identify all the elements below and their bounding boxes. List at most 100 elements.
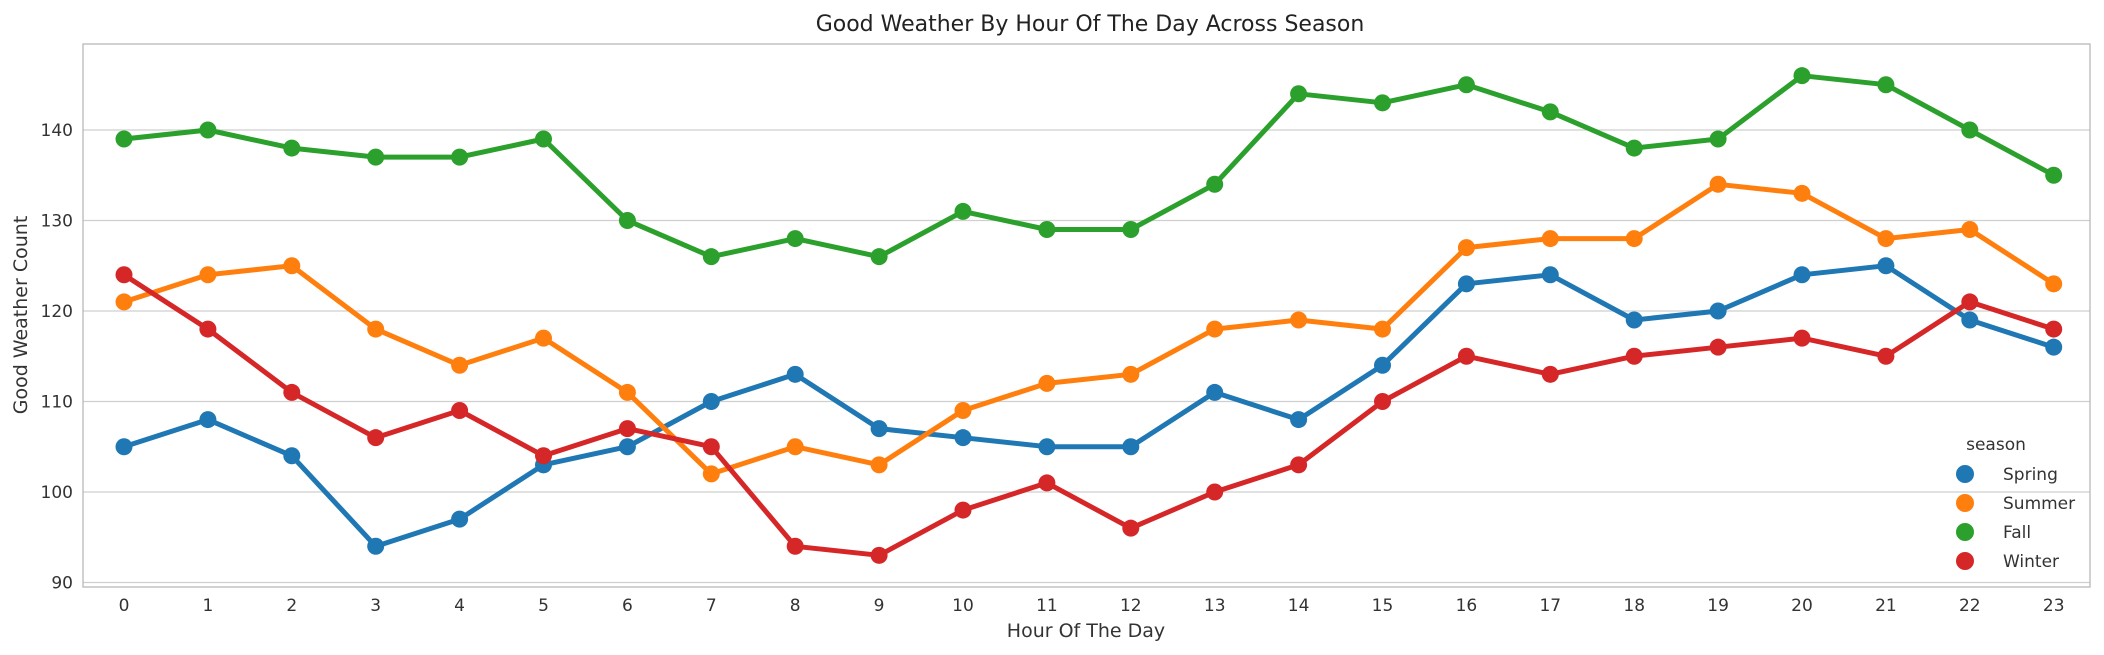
- legend-title: season: [1966, 435, 2026, 455]
- data-point-winter: [1625, 347, 1643, 365]
- y-tick-label: 110: [41, 392, 73, 412]
- data-point-fall: [1457, 76, 1475, 94]
- data-point-spring: [870, 420, 888, 438]
- data-point-spring: [451, 510, 469, 528]
- x-tick-labels: 0 1 2 3 4 5 6 7 8 9 10 11 12 13 14 15 16 17 18 19 20 21 22 23: [119, 596, 2065, 616]
- data-point-spring: [1625, 311, 1643, 329]
- data-point-summer: [870, 456, 888, 474]
- data-point-fall: [1877, 76, 1895, 94]
- data-point-summer: [1457, 239, 1475, 257]
- data-point-winter: [1877, 347, 1895, 365]
- data-point-summer: [283, 257, 301, 275]
- data-point-summer: [115, 293, 133, 311]
- data-point-fall: [702, 248, 720, 266]
- x-tick-label: 4: [454, 596, 465, 616]
- data-point-winter: [786, 537, 804, 555]
- data-point-summer: [367, 320, 385, 338]
- data-point-winter: [954, 501, 972, 519]
- data-point-spring: [702, 392, 720, 410]
- data-point-winter: [535, 447, 552, 465]
- data-point-summer: [1793, 184, 1811, 202]
- data-point-winter: [283, 383, 301, 401]
- data-point-winter: [1541, 365, 1559, 383]
- legend: season Spring Summer Fall Winter: [1956, 435, 2075, 572]
- x-tick-label: 17: [1539, 596, 1561, 616]
- series-line-winter: [121, 272, 2057, 558]
- data-point-winter: [451, 402, 469, 420]
- data-point-winter: [1122, 519, 1140, 537]
- data-point-summer: [199, 266, 217, 284]
- legend-marker-summer: [1956, 494, 1974, 512]
- data-point-fall: [535, 130, 552, 148]
- x-axis-label: Hour Of The Day: [1007, 620, 1165, 642]
- series-line-fall: [121, 73, 2057, 260]
- y-tick-label: 140: [41, 121, 73, 141]
- x-tick-label: 20: [1791, 596, 1813, 616]
- data-point-fall: [451, 148, 469, 166]
- data-point-spring: [1457, 275, 1475, 293]
- data-point-spring: [1793, 266, 1811, 284]
- data-point-fall: [199, 121, 217, 139]
- x-tick-label: 22: [1959, 596, 1981, 616]
- series-layer: [115, 67, 2063, 564]
- x-tick-label: 19: [1707, 596, 1729, 616]
- data-point-fall: [954, 202, 972, 220]
- data-point-winter: [1793, 329, 1811, 347]
- x-tick-label: 10: [952, 596, 974, 616]
- data-point-fall: [1625, 139, 1643, 157]
- series-spring: [115, 257, 2063, 555]
- x-tick-label: 21: [1875, 596, 1897, 616]
- data-point-winter: [1961, 293, 1979, 311]
- plot-frame: [82, 43, 2091, 588]
- data-point-fall: [1206, 175, 1224, 193]
- data-point-summer: [535, 329, 552, 347]
- x-tick-label: 0: [119, 596, 130, 616]
- data-point-summer: [1961, 221, 1979, 239]
- data-point-fall: [786, 230, 804, 248]
- data-point-spring: [199, 411, 217, 429]
- data-point-summer: [954, 402, 972, 420]
- y-tick-label: 100: [41, 483, 73, 503]
- data-point-spring: [1038, 438, 1056, 456]
- data-point-winter: [1374, 392, 1391, 410]
- x-tick-label: 13: [1204, 596, 1226, 616]
- x-tick-label: 3: [370, 596, 381, 616]
- data-point-spring: [618, 438, 636, 456]
- data-point-summer: [1374, 320, 1391, 338]
- series-winter: [115, 266, 2063, 564]
- data-point-fall: [1961, 121, 1979, 139]
- data-point-winter: [367, 429, 385, 447]
- data-point-fall: [367, 148, 385, 166]
- data-point-summer: [786, 438, 804, 456]
- x-tick-label: 14: [1288, 596, 1310, 616]
- data-point-winter: [1290, 456, 1308, 474]
- x-tick-label: 1: [202, 596, 213, 616]
- data-point-fall: [618, 211, 636, 229]
- data-point-summer: [1122, 365, 1140, 383]
- data-point-summer: [1877, 230, 1895, 248]
- data-point-fall: [1122, 221, 1140, 239]
- data-point-summer: [1625, 230, 1643, 248]
- data-point-spring: [1961, 311, 1979, 329]
- x-tick-label: 16: [1456, 596, 1478, 616]
- data-point-winter: [199, 320, 217, 338]
- data-point-summer: [2045, 275, 2063, 293]
- y-tick-label: 120: [41, 302, 73, 322]
- data-point-summer: [1290, 311, 1308, 329]
- legend-marker-fall: [1956, 523, 1974, 541]
- data-point-winter: [1709, 338, 1727, 356]
- data-point-fall: [870, 248, 888, 266]
- legend-label-winter: Winter: [2003, 552, 2059, 572]
- data-point-spring: [1206, 383, 1224, 401]
- data-point-winter: [2045, 320, 2063, 338]
- data-point-winter: [618, 420, 636, 438]
- legend-label-fall: Fall: [2003, 523, 2031, 543]
- data-point-fall: [1038, 221, 1056, 239]
- data-point-spring: [1709, 302, 1727, 320]
- data-point-spring: [367, 537, 385, 555]
- series-line-summer: [121, 181, 2057, 477]
- legend-label-spring: Spring: [2003, 465, 2058, 485]
- data-point-summer: [1038, 374, 1056, 392]
- data-point-spring: [283, 447, 301, 465]
- data-point-fall: [115, 130, 133, 148]
